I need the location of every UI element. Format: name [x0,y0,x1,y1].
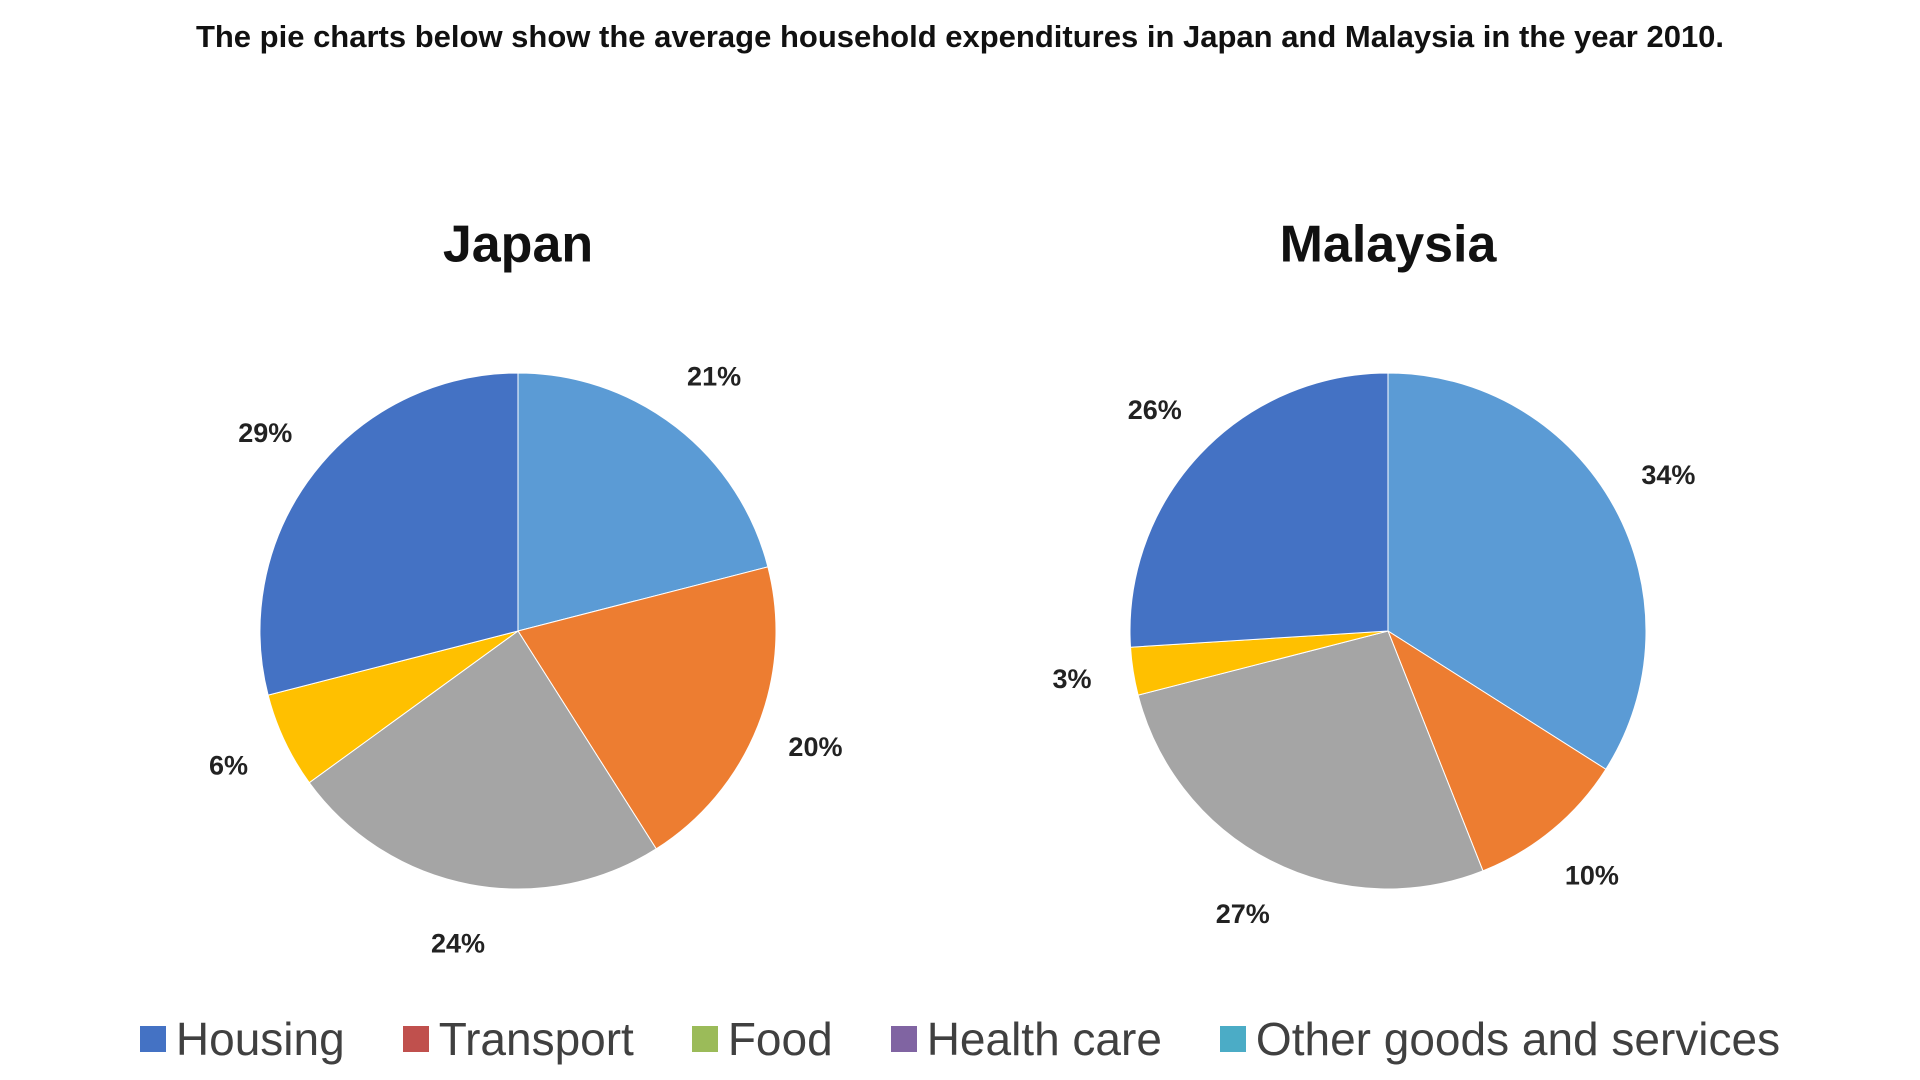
legend-swatch [890,1026,917,1052]
legend-swatch [1219,1026,1246,1052]
data-label: 26% [1128,395,1182,425]
data-label: 29% [238,418,292,448]
pie-slice [259,372,519,696]
data-label: 21% [687,361,741,391]
pie-slice [1129,372,1389,648]
legend-label: Transport [438,1013,634,1065]
pie-slice [517,372,769,632]
legend-swatch [691,1026,718,1052]
pie-title: Malaysia [1280,216,1498,274]
legend-item: Transport [402,1012,634,1066]
pie-slice [1386,629,1607,872]
pie-title: Japan [443,216,593,274]
pie-slice [517,566,777,850]
legend-label: Food [727,1013,833,1065]
charts: Japan 21% 20% 24% 6% 29% Malaysia 34% 10% 27% 3% 26… [209,216,1695,959]
data-label: 27% [1216,899,1270,929]
pie-slice [1387,372,1647,770]
data-label: 3% [1053,664,1092,694]
page-title: The pie charts below show the average ho… [195,19,1725,54]
legend-item: Housing [139,1012,345,1066]
data-label: 34% [1641,460,1695,490]
legend-label: Housing [175,1013,345,1065]
data-label: 24% [431,928,485,958]
legend-label: Health care [926,1013,1162,1065]
legend-item: Food [691,1012,833,1066]
data-label: 10% [1565,861,1619,891]
pie-slice [1137,630,1484,890]
legend-swatch [139,1026,166,1052]
legend-label: Other goods and services [1255,1013,1781,1065]
legend-item: Health care [890,1012,1162,1066]
pie-slice [308,630,657,890]
legend-item: Other goods and services [1219,1012,1781,1066]
legend-swatch [402,1026,429,1052]
legend: Housing Transport Food Health care Other goo… [0,1012,1920,1066]
data-label: 6% [209,750,248,780]
data-label: 20% [788,732,842,762]
